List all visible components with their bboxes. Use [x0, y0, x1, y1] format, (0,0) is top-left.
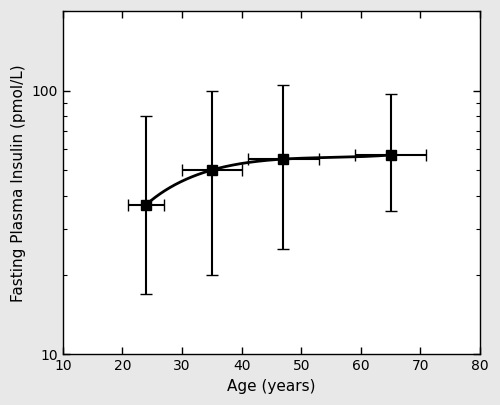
X-axis label: Age (years): Age (years) [227, 379, 316, 394]
Y-axis label: Fasting Plasma Insulin (pmol/L): Fasting Plasma Insulin (pmol/L) [11, 64, 26, 302]
